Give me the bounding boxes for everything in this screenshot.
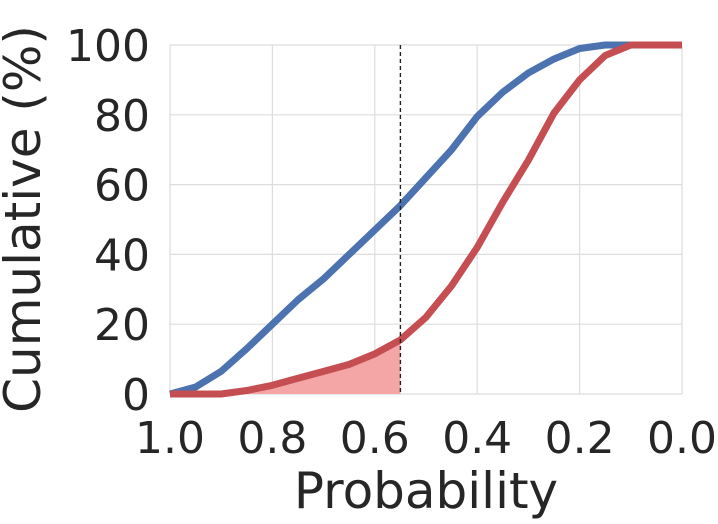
x-tick-label: 0.8: [237, 413, 307, 464]
x-tick-label: 0.2: [545, 413, 615, 464]
y-tick-labels: 0 20 40 60 80 100: [66, 21, 150, 421]
series-lines: [169, 41, 682, 398]
x-tick-label: 0.6: [340, 413, 410, 464]
series-line-1: [169, 41, 682, 398]
shaded-region: [170, 339, 401, 394]
shaded-area: [170, 339, 401, 394]
plot-area: [169, 41, 683, 398]
y-axis-label: Cumulative (%): [0, 25, 52, 413]
y-tick-label: 40: [94, 230, 150, 281]
y-tick-label: 80: [94, 91, 150, 142]
x-axis-label: Probability: [294, 462, 558, 520]
x-tick-label: 0.0: [647, 413, 717, 464]
x-tick-labels: 1.0 0.8 0.6 0.4 0.2 0.0: [135, 413, 717, 464]
y-tick-label: 0: [122, 370, 150, 421]
y-tick-label: 20: [94, 300, 150, 351]
plot-background: [170, 45, 682, 394]
y-tick-label: 60: [94, 161, 150, 212]
x-tick-label: 1.0: [135, 413, 205, 464]
series-line-2: [170, 41, 682, 398]
x-tick-label: 0.4: [442, 413, 512, 464]
y-tick-label: 100: [66, 21, 150, 72]
